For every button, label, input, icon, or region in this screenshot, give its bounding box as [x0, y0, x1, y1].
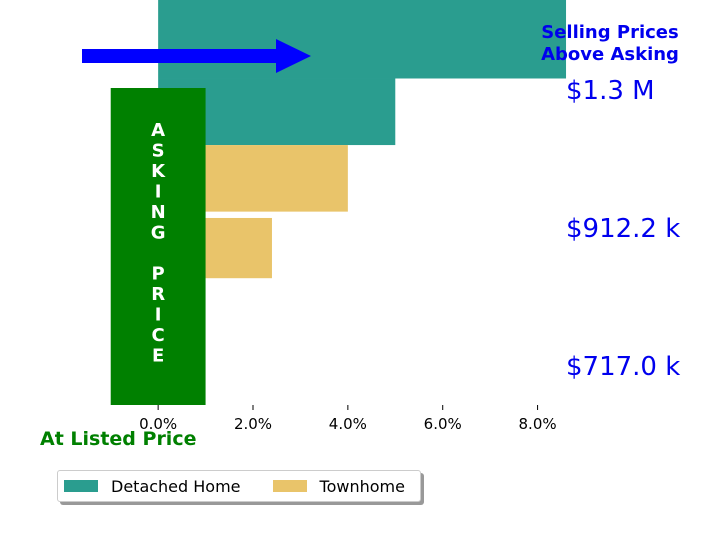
legend-swatch: [64, 480, 98, 492]
legend-item-detached: Detached Home: [64, 477, 241, 496]
y-axis-label-letter: A: [151, 120, 165, 141]
y-axis-label-letter: I: [155, 305, 162, 326]
price-labels: $1.3 M $912.2 k $717.0 k: [566, 76, 680, 382]
x-tick-label: 0.0%: [139, 415, 177, 433]
y-axis-label-letter: R: [151, 284, 165, 305]
x-tick-label: 6.0%: [424, 415, 462, 433]
x-axis-ticks: 0.0% 2.0% 4.0% 6.0% 8.0%: [139, 405, 557, 433]
x-tick-label: 4.0%: [329, 415, 367, 433]
chart-title-line: Above Asking: [541, 44, 679, 65]
legend-label: Townhome: [319, 476, 405, 496]
arrow-shaft: [82, 49, 278, 63]
bars-group: [158, 0, 567, 279]
x-axis-label: At Listed Price: [40, 428, 196, 450]
y-axis-label-letter: N: [151, 202, 166, 223]
arrow-head: [276, 39, 311, 73]
legend: Detached Home Townhome: [57, 470, 421, 502]
chart-title-line: Selling Prices: [541, 22, 678, 43]
y-axis-label-letter: E: [152, 346, 164, 367]
y-axis-label-letter: P: [152, 264, 165, 285]
x-tick-label: 2.0%: [234, 415, 272, 433]
arrow-icon: [82, 39, 311, 73]
price-label: $717.0 k: [566, 352, 680, 382]
y-axis-label-letter: S: [152, 141, 165, 162]
legend-swatch: [272, 480, 307, 492]
y-axis-label-letter: I: [155, 182, 162, 203]
x-tick-label: 8.0%: [519, 415, 557, 433]
y-axis-label-letter: G: [151, 223, 166, 244]
y-axis-label-letter: C: [152, 325, 165, 346]
legend-label: Detached Home: [111, 476, 241, 496]
asking-band-rect: [110, 88, 206, 405]
price-label: $1.3 M: [566, 76, 655, 106]
y-axis-label-letter: K: [151, 161, 166, 182]
legend-item-townhome: Townhome: [272, 476, 405, 496]
detached-home-bar-0: [158, 0, 567, 79]
price-label: $912.2 k: [566, 214, 680, 244]
